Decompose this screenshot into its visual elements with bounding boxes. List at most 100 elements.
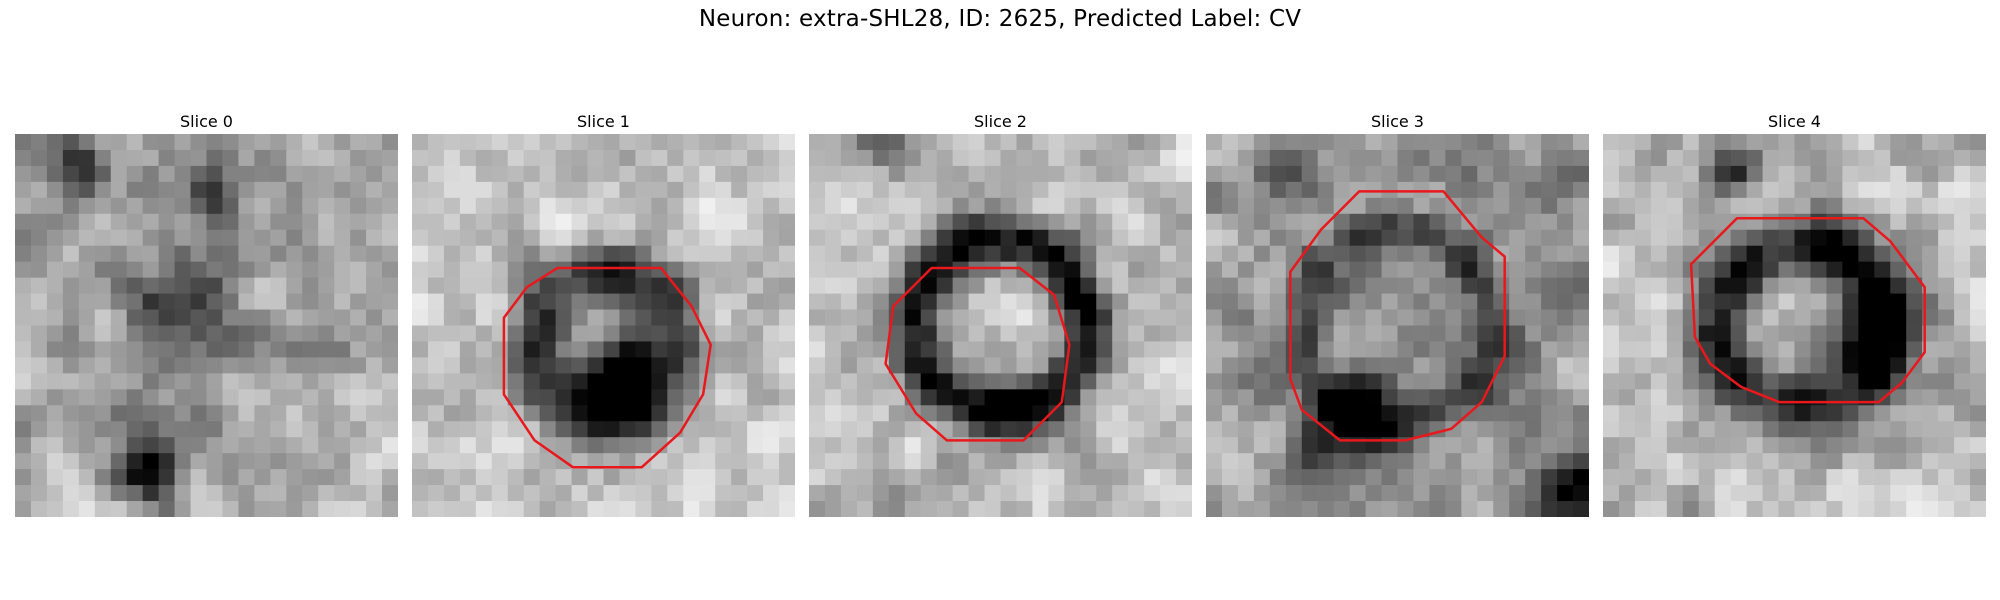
texture-cell: [555, 341, 573, 359]
texture-cell: [1746, 213, 1764, 231]
texture-cell: [1682, 245, 1700, 263]
texture-cell: [904, 341, 922, 359]
texture-cell: [1826, 181, 1843, 199]
texture-cell: [350, 181, 367, 199]
texture-cell: [1221, 165, 1239, 183]
texture-cell: [888, 165, 906, 183]
texture-cell: [1413, 453, 1431, 470]
texture-cell: [318, 213, 335, 231]
texture-cell: [427, 357, 445, 374]
texture-cell: [1333, 229, 1351, 247]
texture-cell: [968, 149, 986, 167]
texture-cell: [334, 485, 351, 502]
texture-cell: [270, 341, 287, 359]
texture-cell: [1618, 437, 1636, 454]
texture-cell: [1112, 357, 1129, 374]
texture-cell: [603, 405, 621, 422]
texture-cell: [1221, 293, 1239, 311]
texture-cell: [1634, 485, 1652, 502]
texture-cell: [809, 469, 826, 486]
texture-cell: [635, 261, 652, 279]
texture-cell: [15, 341, 32, 359]
texture-cell: [603, 421, 621, 438]
texture-cell: [206, 261, 224, 279]
texture-cell: [824, 421, 842, 438]
texture-cell: [366, 485, 383, 502]
texture-cell: [1253, 325, 1271, 343]
texture-cell: [809, 501, 826, 517]
texture-cell: [936, 213, 954, 231]
texture-cell: [412, 421, 429, 438]
texture-cell: [1938, 309, 1955, 327]
texture-cell: [1000, 469, 1018, 486]
texture-cell: [809, 405, 826, 422]
texture-cell: [174, 181, 192, 199]
texture-cell: [174, 453, 192, 470]
texture-cell: [555, 485, 573, 502]
texture-cell: [1253, 229, 1271, 247]
texture-cell: [888, 405, 906, 422]
texture-cell: [334, 469, 351, 486]
texture-cell: [1618, 181, 1636, 199]
texture-cell: [1237, 453, 1255, 470]
texture-cell: [1269, 261, 1287, 279]
texture-cell: [334, 261, 351, 279]
texture-cell: [856, 453, 874, 470]
texture-cell: [539, 229, 557, 247]
texture-cell: [1301, 357, 1319, 374]
texture-cell: [1938, 277, 1955, 295]
texture-cell: [1397, 453, 1415, 470]
texture-cell: [539, 453, 557, 470]
texture-cell: [1144, 437, 1161, 454]
texture-cell: [427, 485, 445, 502]
texture-cell: [15, 501, 32, 517]
texture-cell: [1778, 245, 1796, 263]
texture-cell: [1603, 197, 1620, 215]
texture-cell: [1160, 197, 1177, 215]
texture-cell: [15, 261, 32, 279]
texture-cell: [318, 229, 335, 247]
texture-cell: [1096, 437, 1113, 454]
texture-cell: [1016, 421, 1034, 438]
texture-cell: [1301, 389, 1319, 406]
texture-cell: [872, 309, 890, 327]
texture-cell: [318, 197, 335, 215]
texture-cell: [142, 181, 160, 199]
texture-cell: [475, 373, 493, 390]
texture-cell: [715, 134, 732, 151]
texture-cell: [936, 389, 954, 406]
texture-cell: [15, 149, 32, 167]
texture-cell: [984, 293, 1002, 311]
texture-cell: [1525, 373, 1542, 390]
texture-cell: [1349, 453, 1367, 470]
texture-cell: [809, 245, 826, 263]
texture-cell: [1397, 245, 1415, 263]
texture-cell: [824, 165, 842, 183]
texture-cell: [1938, 149, 1955, 167]
texture-cell: [635, 309, 652, 327]
texture-cell: [1603, 261, 1620, 279]
texture-cell: [731, 229, 748, 247]
texture-cell: [350, 501, 367, 517]
texture-cell: [110, 277, 128, 295]
texture-cell: [443, 437, 461, 454]
texture-cell: [619, 245, 637, 263]
texture-cell: [15, 373, 32, 390]
microscopy-slice-image: [809, 134, 1192, 517]
texture-cell: [1603, 421, 1620, 438]
texture-cell: [507, 469, 525, 486]
texture-cell: [603, 213, 621, 231]
texture-cell: [366, 261, 383, 279]
texture-cell: [667, 389, 684, 406]
texture-cell: [443, 469, 461, 486]
texture-cell: [539, 309, 557, 327]
texture-cell: [856, 501, 874, 517]
texture-cell: [62, 261, 80, 279]
texture-cell: [1477, 149, 1494, 167]
texture-cell: [1317, 357, 1335, 374]
texture-cell: [779, 181, 795, 199]
texture-cell: [1634, 134, 1652, 151]
texture-cell: [30, 165, 48, 183]
texture-cell: [1493, 373, 1510, 390]
texture-cell: [30, 134, 48, 151]
